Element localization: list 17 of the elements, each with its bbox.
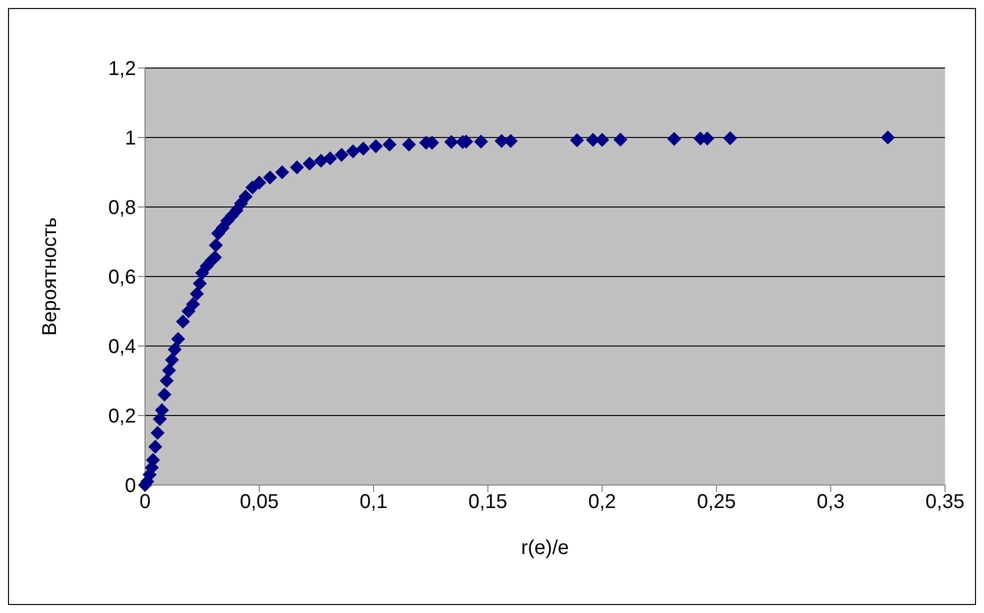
x-tick-label: 0,3	[816, 491, 845, 514]
x-axis-title: r(e)/e	[521, 537, 569, 560]
x-tick-label: 0,25	[696, 491, 736, 514]
x-tick-label: 0,2	[588, 491, 616, 514]
x-tick-label: 0,05	[240, 491, 279, 514]
y-tick-label: 0	[124, 475, 136, 498]
x-tick-label: 0,15	[468, 491, 508, 514]
x-tick-label: 0,35	[926, 491, 964, 514]
y-tick-label: 1,2	[108, 58, 136, 80]
y-tick-label: 0,8	[108, 197, 136, 220]
x-tick-label: 0,1	[360, 491, 388, 514]
y-tick-label: 0,2	[108, 406, 136, 428]
y-tick-label: 0,6	[108, 266, 136, 289]
x-tick-label: 0	[139, 491, 151, 514]
y-tick-label: 1	[124, 128, 136, 150]
y-axis-title: Вероятность	[39, 217, 62, 336]
y-tick-label: 0,4	[108, 336, 136, 358]
